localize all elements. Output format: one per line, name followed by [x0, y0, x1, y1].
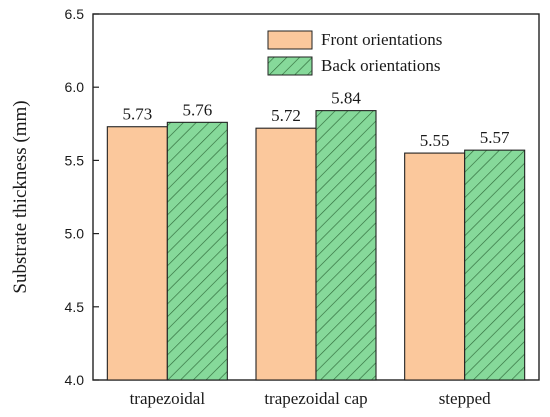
y-tick-label: 6.0 [65, 79, 85, 95]
bar-front [404, 152, 466, 381]
bar-value-label: 5.57 [480, 128, 510, 147]
bar-value-label: 5.72 [271, 106, 301, 125]
legend-label: Front orientations [321, 30, 442, 49]
legend: Front orientations Back orientations [267, 30, 442, 76]
legend-swatch [267, 56, 313, 76]
y-tick-label: 5.0 [65, 226, 85, 242]
bar-front [255, 127, 317, 381]
x-category-label: trapezoidal cap [264, 389, 367, 408]
bar-back [166, 121, 228, 381]
y-tick-label: 5.5 [65, 152, 85, 168]
y-tick-label: 4.0 [65, 372, 85, 388]
bar-back [464, 149, 526, 381]
y-axis-title: Substrate thickness (mm) [10, 100, 31, 293]
bar-value-label: 5.84 [331, 89, 361, 108]
labels-group: 5.73 5.76 trapezoidal 5.72 5.84 trapezoidal c… [122, 89, 510, 408]
y-tick-label: 6.5 [65, 6, 85, 22]
legend-label: Back orientations [321, 56, 440, 75]
x-category-label: trapezoidal [130, 389, 206, 408]
bar-value-label: 5.55 [420, 131, 450, 150]
bar-value-label: 5.73 [122, 105, 152, 124]
bar-front [106, 126, 168, 381]
y-tick-label: 4.5 [65, 299, 85, 315]
x-category-label: stepped [439, 389, 491, 408]
bar-value-label: 5.76 [182, 100, 212, 119]
legend-swatch [267, 30, 313, 50]
bar-back [315, 110, 377, 381]
bars-group [106, 110, 526, 381]
